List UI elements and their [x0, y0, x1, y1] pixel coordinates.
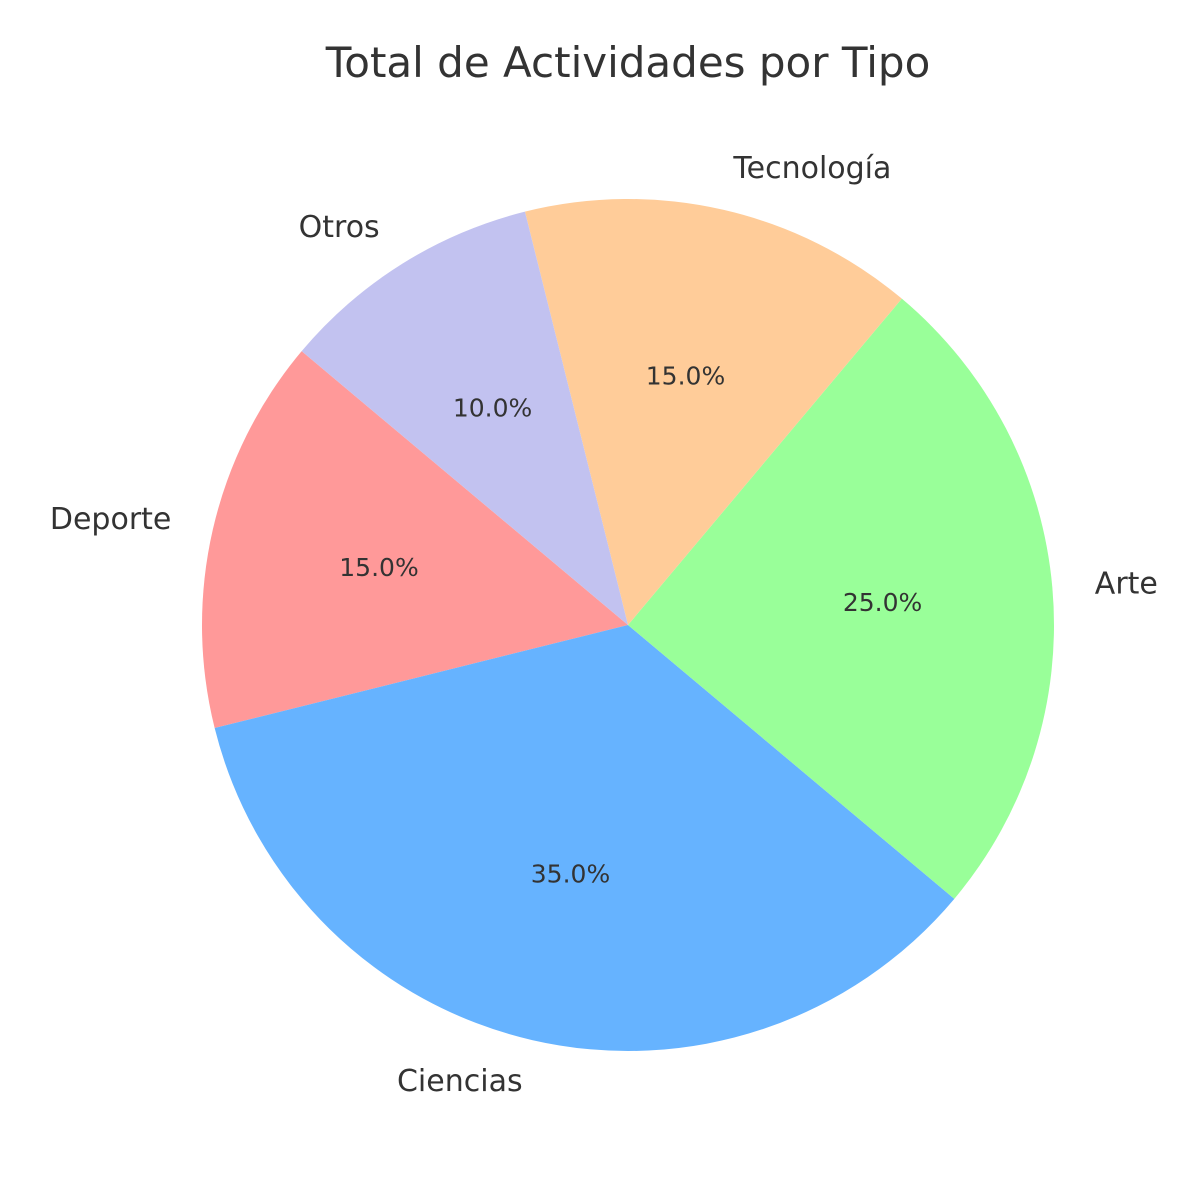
pie-labels: Deporte 15.0% Ciencias 35.0% Arte 25.0% Tecnol… — [50, 151, 1158, 1099]
pie-slice-deporte — [201, 351, 628, 729]
slice-label-deporte: Deporte — [50, 502, 172, 537]
pct-label-ciencias: 35.0% — [531, 860, 610, 889]
chart-title: Total de Actividades por Tipo — [325, 38, 931, 87]
slice-label-ciencias: Ciencias — [397, 1064, 523, 1099]
slice-label-tecnologia: Tecnología — [732, 151, 891, 186]
pct-label-tecnologia: 15.0% — [646, 362, 725, 391]
pie-slices — [201, 198, 1054, 1052]
pie-slice-tecnologia — [524, 198, 902, 625]
pct-label-deporte: 15.0% — [339, 553, 418, 582]
pie-slice-otros — [301, 211, 628, 625]
pct-label-otros: 10.0% — [453, 394, 532, 423]
pct-label-arte: 25.0% — [843, 588, 922, 617]
pie-slice-arte — [628, 298, 1054, 899]
pie-slice-ciencias — [214, 625, 955, 1052]
slice-label-otros: Otros — [299, 210, 380, 245]
slice-label-arte: Arte — [1095, 567, 1158, 602]
